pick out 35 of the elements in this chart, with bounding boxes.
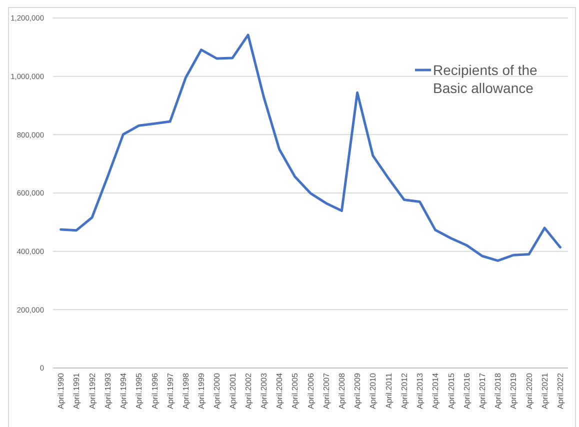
line-series — [60, 34, 562, 262]
x-tick-label: April.1992 — [88, 372, 97, 410]
x-tick-label: April.1991 — [72, 372, 82, 410]
x-tick-label: April.1999 — [197, 372, 206, 410]
x-tick-label: April.2018 — [494, 372, 503, 410]
x-tick-label: April.1995 — [134, 372, 144, 410]
x-tick-label: April.2003 — [259, 372, 268, 410]
x-tick-label: April.2011 — [384, 372, 394, 408]
x-tick-label: April.2002 — [244, 372, 253, 410]
x-tick-label: April.2007 — [322, 372, 331, 410]
x-tick-label: April.2012 — [400, 372, 409, 410]
legend-label: Recipients of the Basic allowance — [433, 62, 538, 96]
x-tick-label: April.2014 — [431, 372, 440, 410]
x-tick-label: April.2019 — [509, 372, 518, 410]
x-tick-label: April.1998 — [181, 372, 190, 410]
x-tick-label: April.1997 — [166, 372, 175, 410]
x-tick-label: April.2021 — [540, 372, 550, 410]
x-tick-label: April.2010 — [368, 372, 378, 410]
x-tick-label: April.2017 — [478, 372, 487, 410]
x-tick-label: April.2015 — [446, 372, 456, 410]
x-tick-label: April.2004 — [275, 372, 284, 410]
x-tick-label: April.2013 — [416, 372, 425, 410]
x-tick-label: April.1996 — [150, 372, 160, 410]
x-tick-label: April.2000 — [212, 372, 222, 410]
x-tick-label: April.2005 — [290, 372, 300, 410]
x-tick-label: April.1994 — [119, 372, 128, 410]
x-tick-label: April.2008 — [338, 372, 347, 410]
x-tick-label: April.2022 — [556, 372, 565, 410]
x-tick-label: April.2001 — [228, 372, 238, 410]
x-tick-label: April.2009 — [353, 372, 362, 410]
x-tick-label: April.2016 — [462, 372, 472, 410]
x-tick-label: April.1993 — [103, 372, 112, 410]
x-tick-label: April.2006 — [306, 372, 316, 410]
x-tick-label: April.1990 — [56, 372, 66, 410]
x-tick-label: April.2020 — [524, 372, 534, 410]
